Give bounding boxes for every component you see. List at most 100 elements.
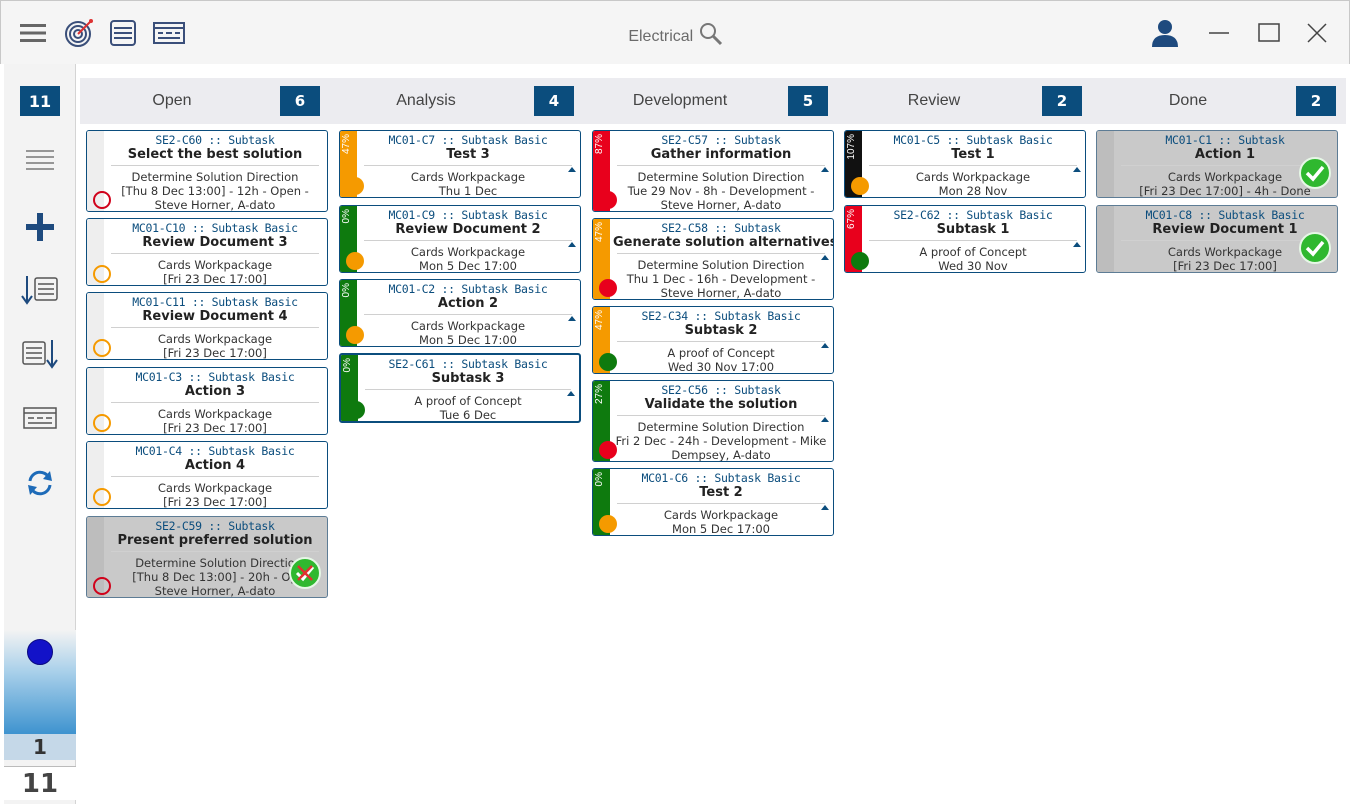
sort-descending-icon[interactable] bbox=[18, 332, 62, 376]
card-line: Dempsey, A-dato bbox=[671, 448, 771, 462]
card-line: Wed 30 Nov 17:00 bbox=[667, 360, 775, 374]
column-title: Development bbox=[632, 92, 728, 109]
card-line: Thu 1 Dec bbox=[438, 184, 498, 198]
expand-triangle-icon[interactable] bbox=[568, 242, 576, 247]
checkmark-icon[interactable] bbox=[1299, 157, 1331, 189]
expand-triangle-icon[interactable] bbox=[568, 167, 576, 172]
hamburger-menu-icon[interactable] bbox=[15, 15, 51, 51]
title-bar: Electrical bbox=[0, 0, 1350, 64]
card-title: Generate solution alternatives bbox=[613, 235, 834, 250]
task-card[interactable]: MC01-C4 :: Subtask Basic Action 4 Cards … bbox=[86, 441, 328, 509]
task-card[interactable]: MC01-C8 :: Subtask Basic Review Document… bbox=[1096, 205, 1338, 273]
task-card[interactable]: MC01-C10 :: Subtask Basic Review Documen… bbox=[86, 218, 328, 286]
task-card[interactable]: MC01-C3 :: Subtask Basic Action 3 Cards … bbox=[86, 367, 328, 435]
expand-triangle-icon[interactable] bbox=[821, 343, 829, 348]
status-dot-icon bbox=[347, 401, 365, 419]
expand-triangle-icon[interactable] bbox=[821, 505, 829, 510]
task-card[interactable]: 0% MC01-C2 :: Subtask Basic Action 2 Car… bbox=[339, 279, 581, 347]
progress-percent: 0% bbox=[594, 472, 605, 487]
status-dot-icon bbox=[346, 252, 364, 270]
progress-percent: 47% bbox=[594, 310, 605, 331]
app-title[interactable]: Electrical bbox=[1, 21, 1350, 52]
card-line: Steve Horner, A-dato bbox=[154, 584, 276, 598]
status-dot-icon bbox=[851, 252, 869, 270]
card-line: [Fri 23 Dec 17:00] bbox=[163, 495, 267, 509]
page-current: 1 bbox=[4, 734, 76, 760]
status-dot-icon bbox=[851, 177, 869, 195]
task-card[interactable]: 27% SE2-C56 :: Subtask Validate the solu… bbox=[592, 380, 834, 462]
card-line: Cards Workpackage bbox=[663, 508, 779, 522]
card-line: Thu 1 Dec - 16h - Development - bbox=[626, 272, 816, 286]
progress-percent: 27% bbox=[594, 384, 605, 405]
card-view-icon[interactable] bbox=[151, 15, 187, 51]
expand-triangle-icon[interactable] bbox=[821, 167, 829, 172]
add-icon[interactable] bbox=[18, 205, 62, 249]
card-id: SE2-C61 :: Subtask Basic bbox=[388, 357, 548, 371]
column-header-analysis[interactable]: Analysis 4 bbox=[340, 86, 574, 116]
card-layout-icon[interactable] bbox=[18, 396, 62, 440]
list-lines-icon[interactable] bbox=[18, 138, 62, 182]
task-card-selected[interactable]: 0% SE2-C61 :: Subtask Basic Subtask 3 A … bbox=[339, 353, 581, 423]
card-line: A proof of Concept bbox=[667, 346, 775, 360]
column-header-done[interactable]: Done 2 bbox=[1102, 86, 1336, 116]
card-line: A proof of Concept bbox=[414, 394, 522, 408]
card-line: Cards Workpackage bbox=[410, 170, 526, 184]
task-card[interactable]: 47% MC01-C7 :: Subtask Basic Test 3 Card… bbox=[339, 130, 581, 198]
expand-triangle-icon[interactable] bbox=[1073, 167, 1081, 172]
card-title: Action 4 bbox=[184, 458, 246, 473]
task-card[interactable]: 47% SE2-C58 :: Subtask Generate solution… bbox=[592, 218, 834, 300]
minimize-icon[interactable] bbox=[1201, 15, 1237, 51]
card-line: Determine Solution Direction bbox=[131, 170, 299, 184]
card-line: Wed 30 Nov bbox=[938, 259, 1008, 273]
status-ring-icon bbox=[93, 339, 111, 357]
refresh-icon[interactable] bbox=[18, 461, 62, 505]
card-line: Fri 2 Dec - 24h - Development - Mike bbox=[615, 434, 827, 448]
column-title: Analysis bbox=[396, 92, 456, 109]
card-id: MC01-C4 :: Subtask Basic bbox=[135, 444, 295, 458]
card-line: Mon 5 Dec 17:00 bbox=[419, 333, 517, 347]
close-icon[interactable] bbox=[1299, 15, 1335, 51]
expand-triangle-icon[interactable] bbox=[821, 417, 829, 422]
card-line: Steve Horner, A-dato bbox=[660, 286, 782, 300]
maximize-icon[interactable] bbox=[1251, 15, 1287, 51]
target-icon[interactable] bbox=[61, 15, 97, 51]
expand-triangle-icon[interactable] bbox=[821, 255, 829, 260]
task-card[interactable]: 0% MC01-C9 :: Subtask Basic Review Docum… bbox=[339, 205, 581, 273]
status-ring-icon bbox=[93, 191, 111, 209]
task-card[interactable]: 47% SE2-C34 :: Subtask Basic Subtask 2 A… bbox=[592, 306, 834, 374]
task-card[interactable]: 87% SE2-C57 :: Subtask Gather informatio… bbox=[592, 130, 834, 212]
progress-percent: 47% bbox=[594, 222, 605, 243]
checkmark-icon[interactable] bbox=[1299, 232, 1331, 264]
sort-ascending-icon[interactable] bbox=[18, 268, 62, 312]
column-header-review[interactable]: Review 2 bbox=[848, 86, 1082, 116]
card-line: Mon 28 Nov bbox=[938, 184, 1008, 198]
column-header-open[interactable]: Open 6 bbox=[86, 86, 320, 116]
card-title: Validate the solution bbox=[644, 397, 798, 412]
expand-triangle-icon[interactable] bbox=[567, 391, 575, 396]
card-line: Tue 29 Nov - 8h - Development - bbox=[627, 184, 815, 198]
column-count-badge: 4 bbox=[534, 86, 574, 116]
blocked-icon[interactable] bbox=[289, 557, 321, 589]
task-card[interactable]: 0% MC01-C6 :: Subtask Basic Test 2 Cards… bbox=[592, 468, 834, 536]
list-view-icon[interactable] bbox=[105, 15, 141, 51]
card-line: [Thu 8 Dec 13:00] - 20h - Op bbox=[132, 570, 298, 584]
expand-triangle-icon[interactable] bbox=[568, 316, 576, 321]
user-icon[interactable] bbox=[1147, 15, 1183, 51]
progress-percent: 107% bbox=[846, 134, 857, 160]
search-icon[interactable] bbox=[698, 21, 724, 52]
task-card[interactable]: SE2-C60 :: Subtask Select the best solut… bbox=[86, 130, 328, 212]
task-card[interactable]: 67% SE2-C62 :: Subtask Basic Subtask 1 A… bbox=[844, 205, 1086, 273]
expand-triangle-icon[interactable] bbox=[1073, 242, 1081, 247]
column-header-development[interactable]: Development 5 bbox=[594, 86, 828, 116]
task-card[interactable]: 107% MC01-C5 :: Subtask Basic Test 1 Car… bbox=[844, 130, 1086, 198]
card-title: Review Document 3 bbox=[142, 235, 288, 250]
card-title: Review Document 2 bbox=[395, 222, 541, 237]
card-line: Cards Workpackage bbox=[157, 407, 273, 421]
card-title: Review Document 4 bbox=[142, 309, 288, 324]
task-card[interactable]: SE2-C59 :: Subtask Present preferred sol… bbox=[86, 516, 328, 598]
status-indicator-dot[interactable] bbox=[27, 639, 53, 665]
task-card[interactable]: MC01-C11 :: Subtask Basic Review Documen… bbox=[86, 292, 328, 360]
card-line: [Fri 23 Dec 17:00] bbox=[163, 346, 267, 360]
task-card[interactable]: MC01-C1 :: Subtask Action 1 Cards Workpa… bbox=[1096, 130, 1338, 198]
column-count-badge: 5 bbox=[788, 86, 828, 116]
